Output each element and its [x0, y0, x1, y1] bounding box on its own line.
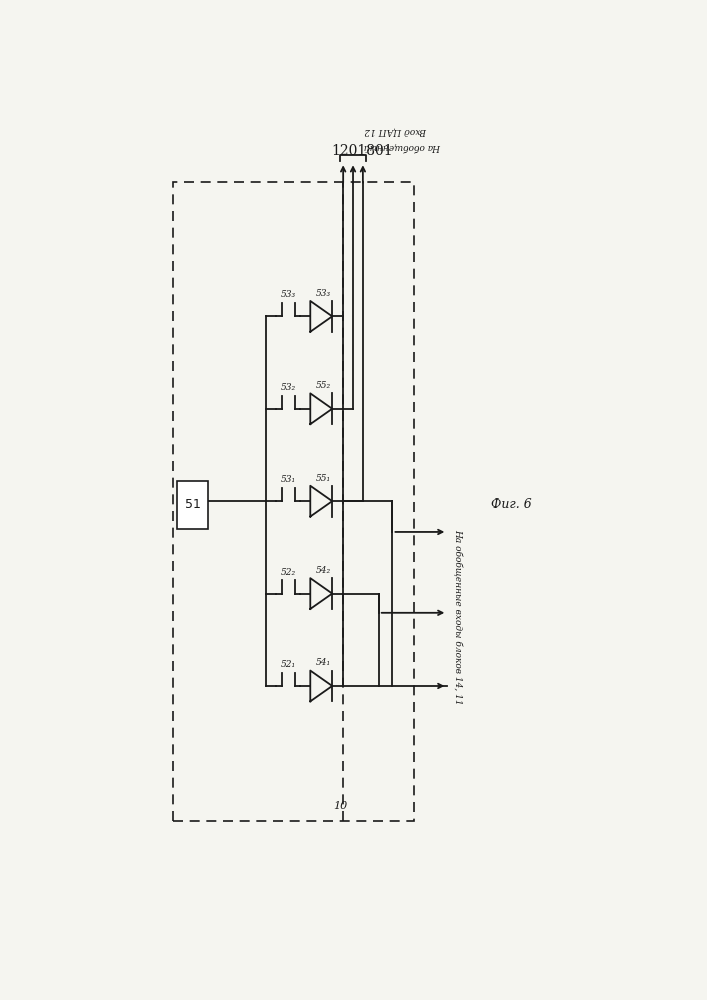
Text: Фиг. 6: Фиг. 6: [491, 498, 532, 512]
Text: Вход ЦАП 12: Вход ЦАП 12: [364, 126, 427, 135]
Text: 55₂: 55₂: [315, 381, 330, 390]
Text: 54₁: 54₁: [315, 658, 330, 667]
Text: 10: 10: [333, 801, 348, 811]
Text: 54₂: 54₂: [315, 566, 330, 575]
Text: 53₃: 53₃: [315, 289, 330, 298]
Text: На обобщенный: На обобщенный: [364, 141, 441, 151]
Text: 53₃: 53₃: [281, 290, 296, 299]
Text: 53₂: 53₂: [281, 383, 296, 392]
FancyBboxPatch shape: [177, 481, 208, 529]
Text: 52₂: 52₂: [281, 568, 296, 577]
Text: 55₁: 55₁: [315, 474, 330, 483]
Text: 51: 51: [185, 498, 200, 512]
Text: 1201801: 1201801: [332, 144, 393, 158]
Text: На обобщенные входы блоков 14, 11: На обобщенные входы блоков 14, 11: [452, 529, 462, 704]
Text: 52₁: 52₁: [281, 660, 296, 669]
Text: 53₁: 53₁: [281, 475, 296, 484]
